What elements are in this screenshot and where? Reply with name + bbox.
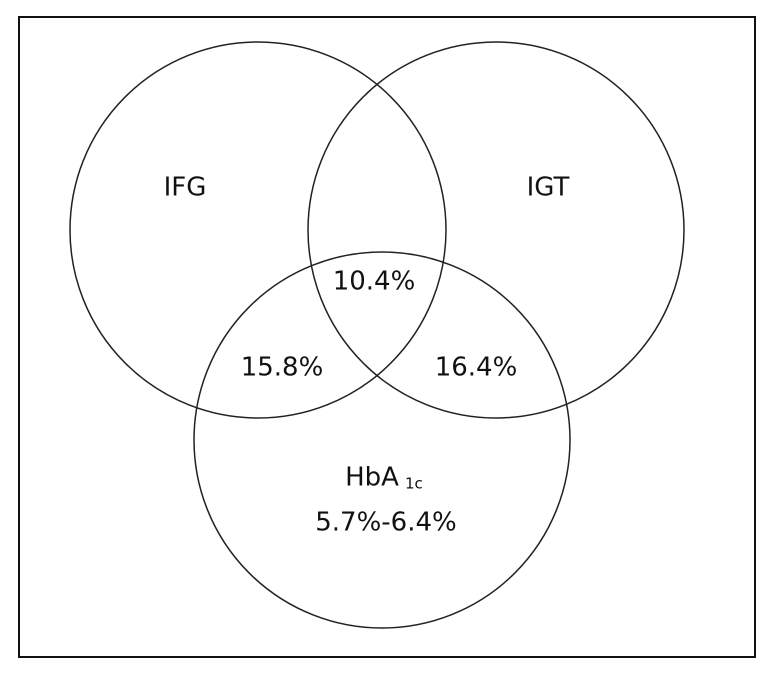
igt-circle: [307, 41, 685, 419]
set-label: HbA: [345, 463, 399, 493]
set-label-subscript: 1c: [405, 475, 423, 493]
region-label: 15.8%: [241, 353, 324, 383]
frame: [18, 16, 756, 658]
set-label: IGT: [527, 173, 570, 203]
ifg-circle: [69, 41, 447, 419]
set-range: 5.7%-6.4%: [315, 508, 457, 538]
hba1c-circle: [193, 251, 571, 629]
set-label: IFG: [164, 173, 207, 203]
region-label: 10.4%: [333, 267, 416, 297]
region-label: 16.4%: [435, 353, 518, 383]
